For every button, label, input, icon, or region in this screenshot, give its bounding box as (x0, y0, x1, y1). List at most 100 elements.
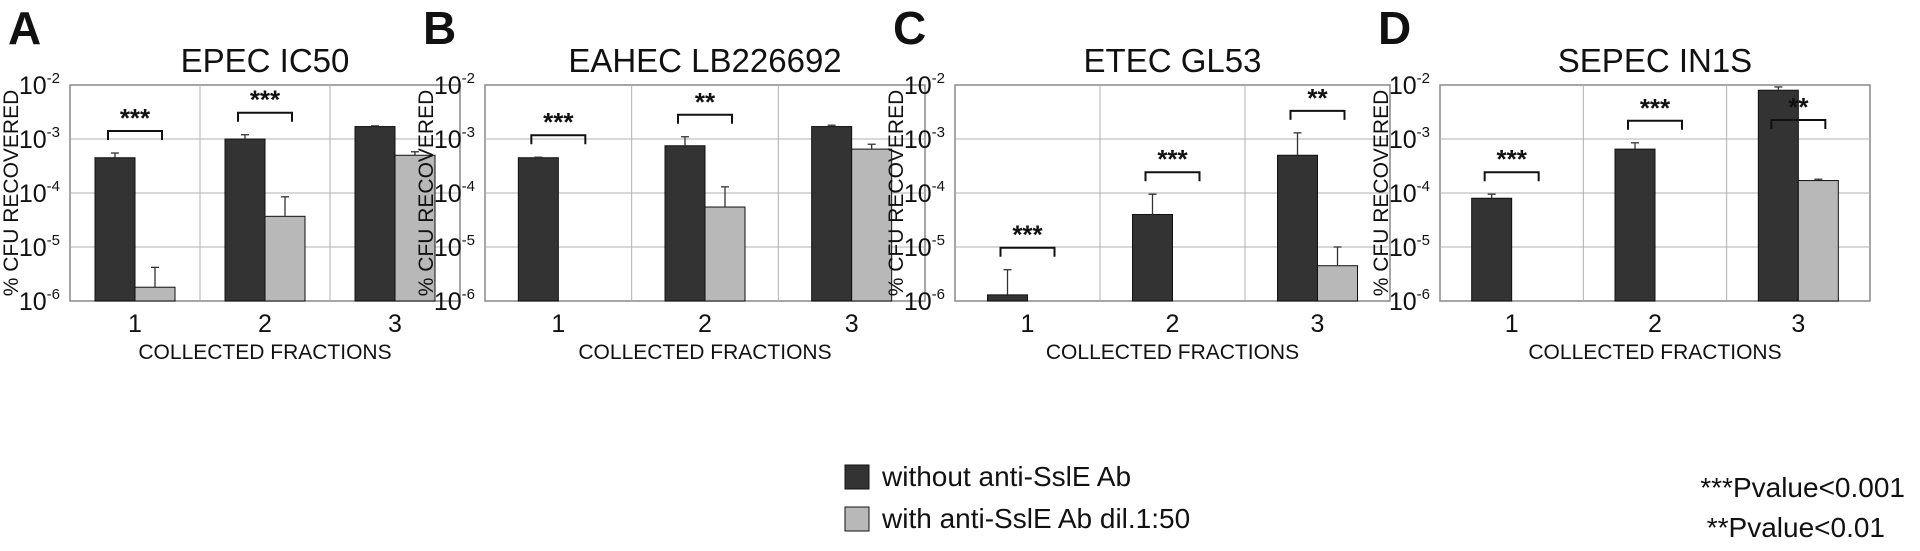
bar-without-2 (1614, 148, 1656, 302)
significance-label: *** (250, 85, 281, 115)
significance-bracket (1289, 109, 1346, 120)
bar-without-1 (1471, 197, 1513, 302)
significance-label: *** (1640, 93, 1671, 123)
significance-label: *** (1012, 220, 1043, 250)
x-axis-label: COLLECTED FRACTIONS (138, 341, 391, 364)
y-tick-label: 10-2 (904, 70, 945, 100)
legend-swatch-with (844, 506, 870, 532)
x-tick-label: 2 (698, 310, 712, 338)
y-tick-label: 10-3 (1389, 124, 1430, 154)
y-tick-label: 10-3 (904, 124, 945, 154)
bar-without-3 (1277, 154, 1318, 302)
panel-title: SEPEC IN1S (1558, 42, 1752, 79)
pvalue-notes: ***Pvalue<0.001 **Pvalue<0.01 (1700, 472, 1905, 543)
bar-with-1 (134, 286, 176, 302)
bar-without-3 (1757, 89, 1799, 302)
y-tick-label: 10-6 (19, 286, 60, 316)
y-tick-label: 10-5 (434, 232, 475, 262)
y-tick-label: 10-2 (434, 70, 475, 100)
x-tick-label: 3 (1791, 310, 1805, 338)
y-axis-label: % CFU RECOVERED (415, 90, 438, 297)
x-tick-label: 1 (1505, 310, 1519, 338)
bar-without-2 (1132, 213, 1173, 302)
significance-label: *** (543, 107, 574, 137)
x-axis-label: COLLECTED FRACTIONS (578, 341, 831, 364)
x-tick-label: 2 (1166, 310, 1180, 338)
panel-title: EAHEC LB226692 (568, 42, 841, 79)
bar-with-2 (704, 206, 746, 302)
x-tick-label: 1 (128, 310, 142, 338)
panel-title: EPEC IC50 (181, 42, 350, 79)
x-tick-label: 3 (1311, 310, 1325, 338)
y-tick-label: 10-5 (19, 232, 60, 262)
significance-label: *** (1496, 144, 1527, 174)
bar-without-1 (517, 157, 559, 302)
bar-without-2 (664, 145, 706, 302)
y-axis-label: % CFU RECOVERED (885, 90, 908, 297)
x-tick-label: 3 (845, 310, 859, 338)
pvalue-note-0001: ***Pvalue<0.001 (1700, 472, 1905, 503)
significance-label: ** (1307, 83, 1328, 113)
y-tick-label: 10-4 (19, 178, 60, 208)
panel-title: ETEC GL53 (1084, 42, 1262, 79)
y-tick-label: 10-6 (434, 286, 475, 316)
x-tick-label: 2 (1648, 310, 1662, 338)
panel-letter: B (423, 2, 456, 54)
significance-label: ** (1788, 92, 1809, 122)
significance-bracket (1627, 119, 1683, 130)
panel-letter: D (1378, 2, 1411, 54)
bar-without-3 (354, 126, 396, 302)
significance-bracket (1144, 171, 1201, 182)
bar-with-2 (264, 215, 306, 302)
y-tick-label: 10-5 (904, 232, 945, 262)
y-axis-label: % CFU RECOVERED (0, 90, 23, 297)
y-axis-label: % CFU RECOVERED (1370, 90, 1393, 297)
significance-bracket (530, 134, 587, 145)
panel-a: 10-6 10-5 10-4 10-3 10-2 1 2 3 *** *** A EPEC IC50%… (0, 2, 461, 364)
legend-swatch-without (844, 464, 870, 490)
bar-with-3 (851, 148, 893, 302)
pvalue-note-001: **Pvalue<0.01 (1707, 512, 1885, 543)
legend-label-with: with anti-SslE Ab dil.1:50 (881, 503, 1190, 534)
y-tick-label: 10-5 (1389, 232, 1430, 262)
legend: without anti-SslE Ab with anti-SslE Ab d… (844, 461, 1190, 534)
x-tick-label: 1 (1021, 310, 1035, 338)
panel-letter: C (893, 2, 926, 54)
y-tick-label: 10-2 (1389, 70, 1430, 100)
significance-bracket (1483, 171, 1540, 182)
legend-label-without: without anti-SslE Ab (881, 461, 1131, 492)
y-tick-label: 10-4 (904, 178, 945, 208)
y-tick-label: 10-4 (434, 178, 475, 208)
y-tick-label: 10-4 (1389, 178, 1430, 208)
significance-bracket (677, 113, 733, 124)
bar-without-1 (94, 157, 136, 302)
y-tick-label: 10-2 (19, 70, 60, 100)
x-tick-label: 1 (551, 310, 565, 338)
y-tick-label: 10-6 (904, 286, 945, 316)
bar-without-2 (224, 138, 266, 302)
x-axis-label: COLLECTED FRACTIONS (1528, 341, 1781, 364)
bar-with-3 (1797, 180, 1839, 302)
significance-bracket (107, 130, 163, 141)
x-tick-label: 3 (388, 310, 402, 338)
y-tick-label: 10-3 (19, 124, 60, 154)
panel-letter: A (8, 2, 41, 54)
y-tick-label: 10-3 (434, 124, 475, 154)
bar-without-1 (987, 294, 1028, 302)
significance-bracket (1770, 119, 1827, 129)
significance-label: ** (695, 87, 716, 117)
x-tick-label: 2 (258, 310, 272, 338)
bar-without-3 (811, 126, 853, 302)
x-axis-label: COLLECTED FRACTIONS (1046, 341, 1299, 364)
significance-bracket (999, 246, 1056, 257)
bar-with-3 (1317, 265, 1358, 302)
significance-label: *** (1157, 144, 1188, 174)
significance-label: *** (120, 103, 151, 133)
significance-bracket (237, 111, 293, 122)
y-tick-label: 10-6 (1389, 286, 1430, 316)
